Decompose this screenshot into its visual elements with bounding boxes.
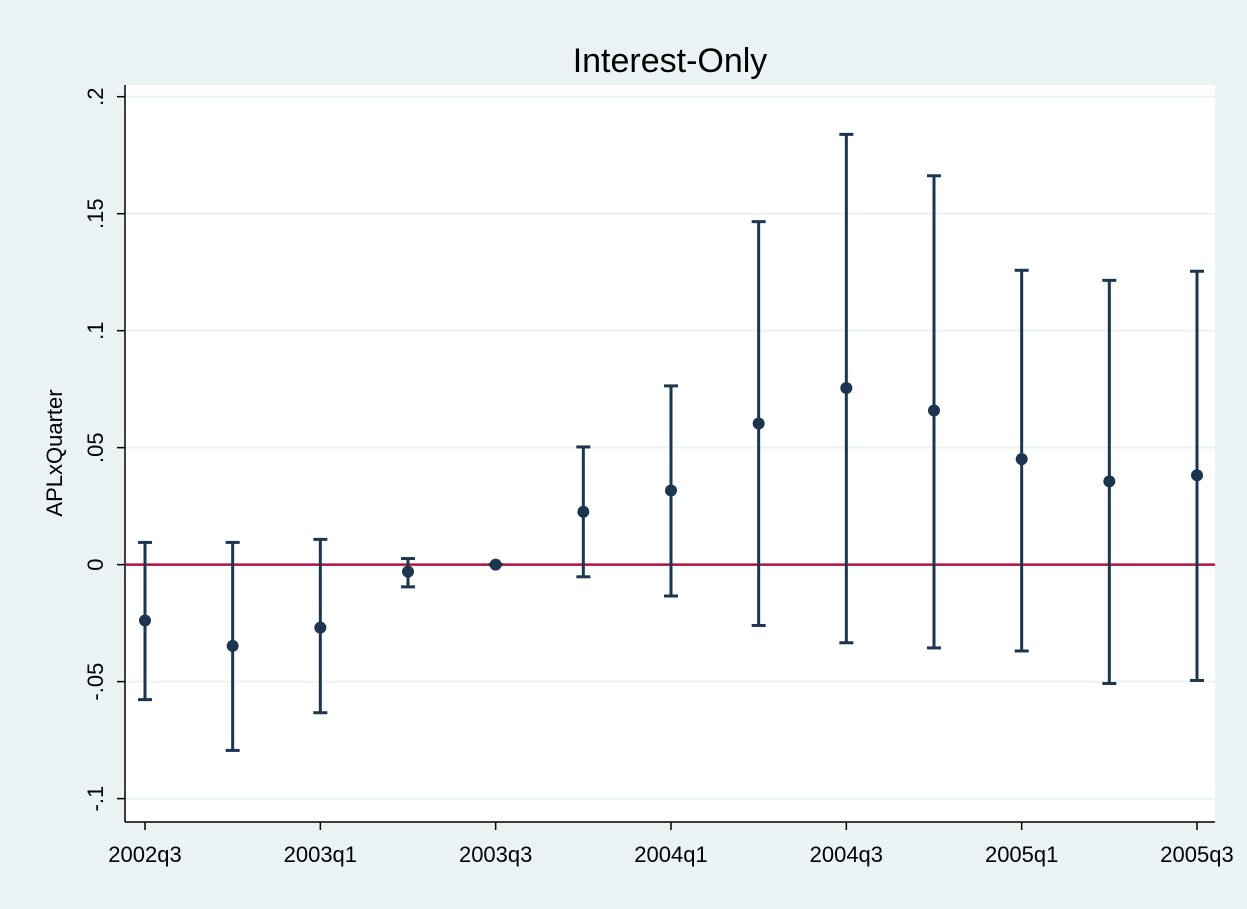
y-tick-label: -.05 — [83, 663, 108, 701]
chart-title: Interest-Only — [573, 42, 768, 80]
y-axis-label: APLxQuarter — [42, 389, 67, 516]
point-estimate — [928, 404, 940, 417]
point-estimate — [402, 565, 414, 578]
y-tick-label: -.1 — [83, 786, 108, 812]
point-estimate — [577, 505, 590, 518]
point-estimate — [1103, 475, 1116, 488]
point-estimate — [226, 639, 239, 652]
x-tick-label: 2004q3 — [810, 842, 883, 867]
point-estimate — [489, 558, 502, 571]
y-tick-label: .1 — [83, 321, 108, 339]
point-estimate — [752, 417, 765, 430]
y-tick-label: 0 — [83, 559, 108, 571]
point-estimate — [314, 621, 327, 634]
point-estimate — [840, 381, 853, 394]
y-tick-label: .15 — [83, 198, 108, 229]
x-tick-label: 2005q3 — [1160, 842, 1233, 867]
point-estimate — [1191, 469, 1203, 482]
y-tick-label: .2 — [83, 88, 108, 106]
x-tick-label: 2004q1 — [634, 842, 707, 867]
x-tick-label: 2003q1 — [284, 842, 357, 867]
y-tick-label: .05 — [83, 432, 108, 463]
x-tick-label: 2003q3 — [459, 842, 532, 867]
x-tick-label: 2005q1 — [985, 842, 1058, 867]
point-estimate — [1015, 453, 1028, 466]
point-estimate — [665, 484, 677, 497]
x-tick-label: 2002q3 — [108, 842, 181, 867]
point-estimate — [139, 614, 151, 627]
